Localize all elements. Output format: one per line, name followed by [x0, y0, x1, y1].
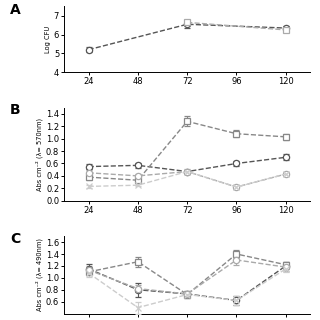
Y-axis label: Log CFU: Log CFU	[45, 26, 51, 53]
Text: A: A	[10, 3, 20, 17]
Text: C: C	[10, 232, 20, 246]
Y-axis label: Abs cm⁻² (λ= 570nm): Abs cm⁻² (λ= 570nm)	[36, 118, 43, 191]
Y-axis label: Abs cm⁻² (λ= 490nm): Abs cm⁻² (λ= 490nm)	[36, 238, 43, 311]
Text: B: B	[10, 103, 20, 117]
